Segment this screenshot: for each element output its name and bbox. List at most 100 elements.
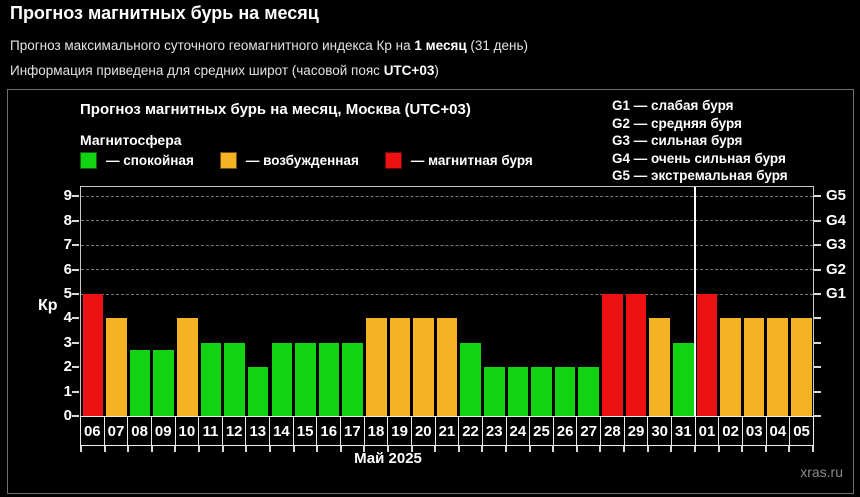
subtitle-2-suffix: ) — [434, 63, 439, 78]
bottom-tick-7 — [245, 446, 248, 452]
y-axis-tick-label-0: 0 — [63, 407, 72, 424]
bar-day-05 — [790, 318, 812, 416]
month-label: Май 2025 — [354, 450, 422, 467]
day-label-27: 27 — [576, 416, 602, 446]
bottom-tick-10 — [316, 446, 319, 452]
bar-day-18 — [365, 318, 387, 416]
bottom-tick-14 — [410, 446, 413, 452]
legend-item-quiet: — спокойная — [80, 152, 194, 169]
bottom-tick-26 — [693, 446, 696, 452]
y-tick-right-6 — [814, 268, 821, 271]
bar-day-11 — [200, 342, 222, 416]
y-axis-tick-label-9: 9 — [63, 187, 72, 205]
bar-day-28 — [602, 294, 623, 416]
y-axis-tick-label-5: 5 — [63, 285, 72, 302]
day-label-29: 29 — [623, 416, 649, 446]
chart-panel: Прогноз магнитных бурь на месяц, Москва … — [7, 89, 854, 494]
day-label-14: 14 — [269, 416, 294, 446]
bottom-tick-19 — [528, 446, 531, 452]
subtitle-1-text: Прогноз максимального суточного геомагни… — [10, 38, 415, 53]
gridline-kp7 — [81, 244, 813, 246]
day-label-20: 20 — [410, 416, 436, 446]
bar-day-13 — [247, 367, 269, 416]
day-label-26: 26 — [552, 416, 578, 446]
bar-day-04 — [767, 318, 788, 416]
y-tick-right-5 — [814, 293, 821, 295]
day-label-15: 15 — [292, 416, 318, 446]
bottom-tick-4 — [174, 446, 177, 452]
y-tick-right-9 — [814, 195, 821, 198]
y-axis-tick-label-8: 8 — [63, 211, 72, 229]
gridline-kp6 — [81, 269, 813, 271]
day-label-31: 31 — [671, 416, 696, 446]
bar-day-30 — [649, 318, 670, 416]
bar-day-03 — [743, 318, 765, 416]
bar-day-24 — [507, 367, 529, 416]
y-axis-tick-label-7: 7 — [63, 236, 72, 254]
legend-item-excited: — возбужденная — [219, 152, 359, 169]
y-tick-right-8 — [814, 219, 821, 222]
bar-day-31 — [672, 342, 694, 416]
y-axis-tick-label-6: 6 — [63, 260, 72, 278]
y-tick-right-4 — [814, 317, 821, 320]
day-label-09: 09 — [150, 416, 176, 446]
bar-day-10 — [177, 318, 198, 416]
day-label-25: 25 — [529, 416, 554, 446]
magnetosphere-legend: — спокойная — возбужденная — магнитная бур… — [80, 152, 533, 169]
legend-label-excited: — возбужденная — [245, 153, 359, 168]
bottom-tick-29 — [764, 446, 767, 452]
day-label-16: 16 — [316, 416, 342, 446]
bar-day-26 — [554, 367, 576, 416]
bottom-tick-28 — [741, 446, 744, 452]
y-tick-right-2 — [814, 366, 821, 369]
gridline-kp9 — [81, 195, 813, 197]
y-tick-left-6 — [72, 268, 79, 271]
bottom-tick-20 — [552, 446, 555, 452]
g-legend-line-4: G4 — очень сильная буря — [612, 150, 786, 166]
bottom-tick-21 — [575, 446, 578, 452]
day-axis-row: 06 07 08 09 10 11 12 13 14 15 16 17 18 19 20 21 22 23 24 25… — [80, 416, 814, 446]
day-label-12: 12 — [221, 416, 247, 446]
y-tick-left-0 — [72, 415, 79, 417]
bottom-tick-12 — [363, 446, 366, 452]
bar-day-22 — [460, 342, 482, 416]
bar-day-23 — [484, 367, 505, 416]
subtitle-line-1: Прогноз максимального суточного геомагни… — [10, 38, 528, 53]
bar-day-14 — [271, 342, 293, 416]
g-scale-label-G3: G3 — [826, 236, 847, 254]
legend-label-storm: — магнитная буря — [410, 153, 533, 168]
bar-day-17 — [342, 342, 363, 416]
bottom-tick-27 — [717, 446, 720, 452]
bottom-tick-5 — [198, 446, 201, 452]
bottom-tick-2 — [127, 446, 130, 452]
bottom-tick-8 — [268, 446, 271, 452]
bar-day-09 — [153, 350, 175, 416]
y-tick-left-3 — [72, 341, 79, 344]
day-label-17: 17 — [340, 416, 365, 446]
bar-day-01 — [696, 294, 718, 416]
month-divider-line — [693, 187, 696, 416]
bottom-tick-23 — [623, 446, 626, 452]
g-scale-label-G2: G2 — [826, 260, 847, 278]
bar-day-29 — [625, 294, 647, 416]
legend-swatch-quiet — [80, 152, 97, 169]
bottom-tick-30 — [788, 446, 791, 452]
day-label-06: 06 — [80, 416, 105, 446]
legend-label-quiet: — спокойная — [106, 153, 194, 168]
page-title: Прогноз магнитных бурь на месяц — [10, 3, 319, 23]
bottom-tick-1 — [103, 446, 106, 452]
y-axis-tick-label-2: 2 — [63, 358, 72, 376]
y-axis-label: Кр — [38, 297, 58, 314]
day-label-01: 01 — [694, 416, 720, 446]
y-tick-left-1 — [72, 390, 79, 393]
y-tick-right-0 — [814, 415, 821, 417]
g-scale-label-G4: G4 — [826, 211, 847, 229]
y-tick-left-5 — [72, 293, 79, 295]
day-label-07: 07 — [103, 416, 129, 446]
day-label-22: 22 — [458, 416, 483, 446]
bottom-tick-6 — [221, 446, 224, 452]
y-tick-right-7 — [814, 244, 821, 247]
g-scale-label-G5: G5 — [826, 187, 847, 205]
bottom-tick-17 — [481, 446, 484, 452]
bar-day-08 — [129, 350, 151, 416]
